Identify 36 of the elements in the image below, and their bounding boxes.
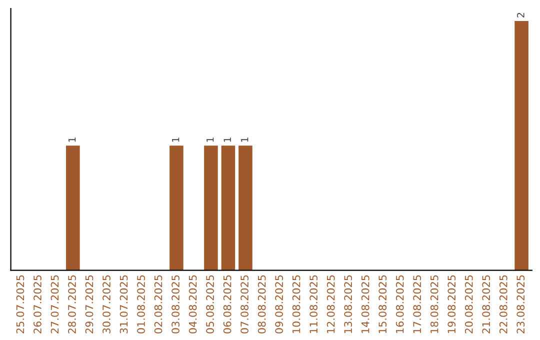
x-tick-label: 27.07.2025 [50,275,59,334]
x-tick-label: 19.08.2025 [448,275,456,333]
data-label: 1 [68,138,76,142]
x-tick-label: 14.08.2025 [361,275,370,333]
data-label: 1 [172,138,180,142]
x-tick-label: 23.08.2025 [516,275,525,334]
x-tick-label: 30.07.2025 [102,275,110,334]
x-tick-label: 31.07.2025 [120,275,128,334]
x-tick-label: 13.08.2025 [344,275,352,333]
x-tick-label: 16.08.2025 [396,275,404,333]
x-tick-label: 06.08.2025 [223,275,232,334]
x-tick-label: 29.07.2025 [85,275,94,334]
data-label: 2 [517,12,524,18]
data-label: 1 [206,138,214,142]
x-tick-label: 22.08.2025 [499,275,508,334]
x-tick-label: 07.08.2025 [240,275,248,334]
data-label: 1 [224,138,231,142]
x-tick-label: 25.07.2025 [16,275,24,334]
x-tick-label: 02.08.2025 [154,275,162,334]
x-tick-label: 17.08.2025 [413,275,422,333]
x-tick-label: 08.08.2025 [258,275,266,334]
x-tick-label: 21.08.2025 [482,275,490,334]
x-tick-label: 20.08.2025 [464,275,473,334]
x-tick-label: 10.08.2025 [292,275,300,333]
x-tick-label: 01.08.2025 [137,275,145,334]
x-tick-label: 12.08.2025 [326,275,335,333]
x-tick-label: 18.08.2025 [430,275,438,333]
data-label: 1 [241,138,248,142]
x-tick-label: 05.08.2025 [206,275,214,334]
x-tick-label: 03.08.2025 [172,275,180,334]
x-tick-label: 15.08.2025 [378,275,387,333]
x-tick-label: 09.08.2025 [275,275,283,334]
x-tick-label: 11.08.2025 [310,275,318,333]
x-tick-label: 04.08.2025 [188,275,197,334]
x-tick-label: 28.07.2025 [68,275,76,334]
x-tick-label: 26.07.2025 [34,275,42,334]
